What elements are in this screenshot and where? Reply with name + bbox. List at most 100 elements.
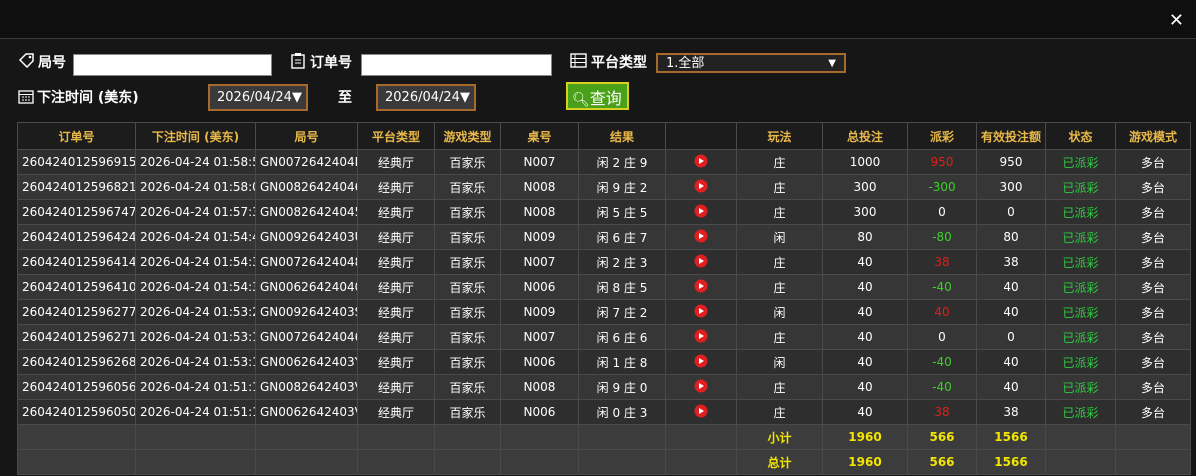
cell: 经典厅 [357, 324, 435, 350]
column-header [665, 122, 737, 150]
top-bar [0, 0, 1196, 39]
replay-icon[interactable] [694, 379, 708, 393]
cell [255, 449, 358, 475]
cell: -300 [907, 174, 977, 200]
round-input[interactable] [73, 54, 272, 76]
column-header: 游戏模式 [1115, 122, 1191, 150]
replay-cell [665, 324, 737, 350]
query-button[interactable]: 🔍︎查询 [566, 82, 629, 110]
platform-select[interactable]: 1.全部 ▼ [656, 53, 846, 73]
cell: 闲 5 庄 5 [578, 199, 666, 225]
platform-value: 1.全部 [666, 56, 705, 71]
cell: 多台 [1115, 399, 1191, 425]
table-row: 260424012596821 2026-04-24 01:58:08 GN0082… [17, 174, 1191, 200]
cell: 闲 2 庄 9 [578, 149, 666, 175]
cell: 260424012596821 [17, 174, 136, 200]
cell [17, 424, 136, 450]
cell: 庄 [736, 149, 823, 175]
tag-icon [18, 53, 34, 68]
cell: 2026-04-24 01:58:08 [135, 174, 256, 200]
table-row: 260424012596915 2026-04-24 01:58:54 GN0072… [17, 149, 1191, 175]
list-icon [570, 53, 587, 68]
cell: 38 [907, 249, 977, 275]
replay-icon[interactable] [694, 179, 708, 193]
cell: 百家乐 [434, 149, 501, 175]
cell: 百家乐 [434, 374, 501, 400]
close-button[interactable]: ✕ [1168, 10, 1184, 31]
cell: 闲 0 庄 3 [578, 399, 666, 425]
column-header: 玩法 [736, 122, 823, 150]
cell: GN0062642403V [255, 399, 358, 425]
cell [357, 424, 435, 450]
cell [434, 424, 501, 450]
cell: 百家乐 [434, 274, 501, 300]
replay-icon[interactable] [694, 204, 708, 218]
cell: 0 [907, 324, 977, 350]
cell: 闲 [736, 299, 823, 325]
cell: 40 [976, 374, 1046, 400]
table-row: 260424012596271 2026-04-24 01:53:19 GN0072… [17, 324, 1191, 350]
cell: 闲 7 庄 2 [578, 299, 666, 325]
total-bet: 1960 [822, 424, 908, 450]
cell [578, 424, 666, 450]
cell: GN00726424048 [255, 249, 358, 275]
column-header: 游戏类型 [434, 122, 501, 150]
cell [255, 424, 358, 450]
replay-cell [665, 199, 737, 225]
cell: N007 [500, 249, 579, 275]
date-from[interactable]: 2026/04/24▼ [208, 84, 308, 111]
calendar-icon [18, 90, 34, 104]
replay-icon[interactable] [694, 304, 708, 318]
replay-icon[interactable] [694, 329, 708, 343]
cell: 38 [907, 399, 977, 425]
replay-icon[interactable] [694, 279, 708, 293]
cell: 1000 [822, 149, 908, 175]
replay-icon[interactable] [694, 354, 708, 368]
header-row: 订单号 下注时间 (美东) 局号 平台类型 游戏类型 桌号 结果 玩法 总投注 派彩 有效投注额 状态… [17, 122, 1191, 150]
cell: 百家乐 [434, 174, 501, 200]
cell: 260424012596277 [17, 299, 136, 325]
date-to[interactable]: 2026/04/24▼ [376, 84, 476, 111]
replay-cell [665, 274, 737, 300]
replay-icon[interactable] [694, 154, 708, 168]
order-input[interactable] [361, 54, 552, 76]
cell: 38 [976, 399, 1046, 425]
cell: 40 [822, 399, 908, 425]
cell: 庄 [736, 374, 823, 400]
column-header: 结果 [578, 122, 666, 150]
cell: 多台 [1115, 374, 1191, 400]
query-button-label: 查询 [589, 89, 622, 108]
cell: 多台 [1115, 249, 1191, 275]
cell: 闲 2 庄 3 [578, 249, 666, 275]
cell: 多台 [1115, 324, 1191, 350]
column-header: 局号 [255, 122, 358, 150]
cell: 多台 [1115, 274, 1191, 300]
replay-icon[interactable] [694, 404, 708, 418]
cell: 多台 [1115, 174, 1191, 200]
cell: 950 [976, 149, 1046, 175]
replay-cell [665, 399, 737, 425]
cell: -80 [907, 224, 977, 250]
cell: 40 [822, 374, 908, 400]
replay-cell [665, 299, 737, 325]
cell: 0 [907, 199, 977, 225]
replay-icon[interactable] [694, 229, 708, 243]
cell: GN0092642403S [255, 299, 358, 325]
round-label: 局号 [38, 55, 66, 71]
cell: 庄 [736, 199, 823, 225]
cell: N006 [500, 399, 579, 425]
cell: 闲 9 庄 2 [578, 174, 666, 200]
replay-icon[interactable] [694, 254, 708, 268]
table-row: 260424012596747 2026-04-24 01:57:32 GN0082… [17, 199, 1191, 225]
cell: 已派彩 [1045, 399, 1116, 425]
cell: 经典厅 [357, 374, 435, 400]
cell: 多台 [1115, 149, 1191, 175]
column-header: 平台类型 [357, 122, 435, 150]
cell: 80 [976, 224, 1046, 250]
table-row: 260424012596056 2026-04-24 01:51:18 GN0082… [17, 374, 1191, 400]
cell: 2026-04-24 01:53:19 [135, 324, 256, 350]
date-from-value: 2026/04/24 [217, 90, 292, 105]
cell: 260424012596747 [17, 199, 136, 225]
cell: 闲 6 庄 7 [578, 224, 666, 250]
cell: 2026-04-24 01:51:18 [135, 374, 256, 400]
